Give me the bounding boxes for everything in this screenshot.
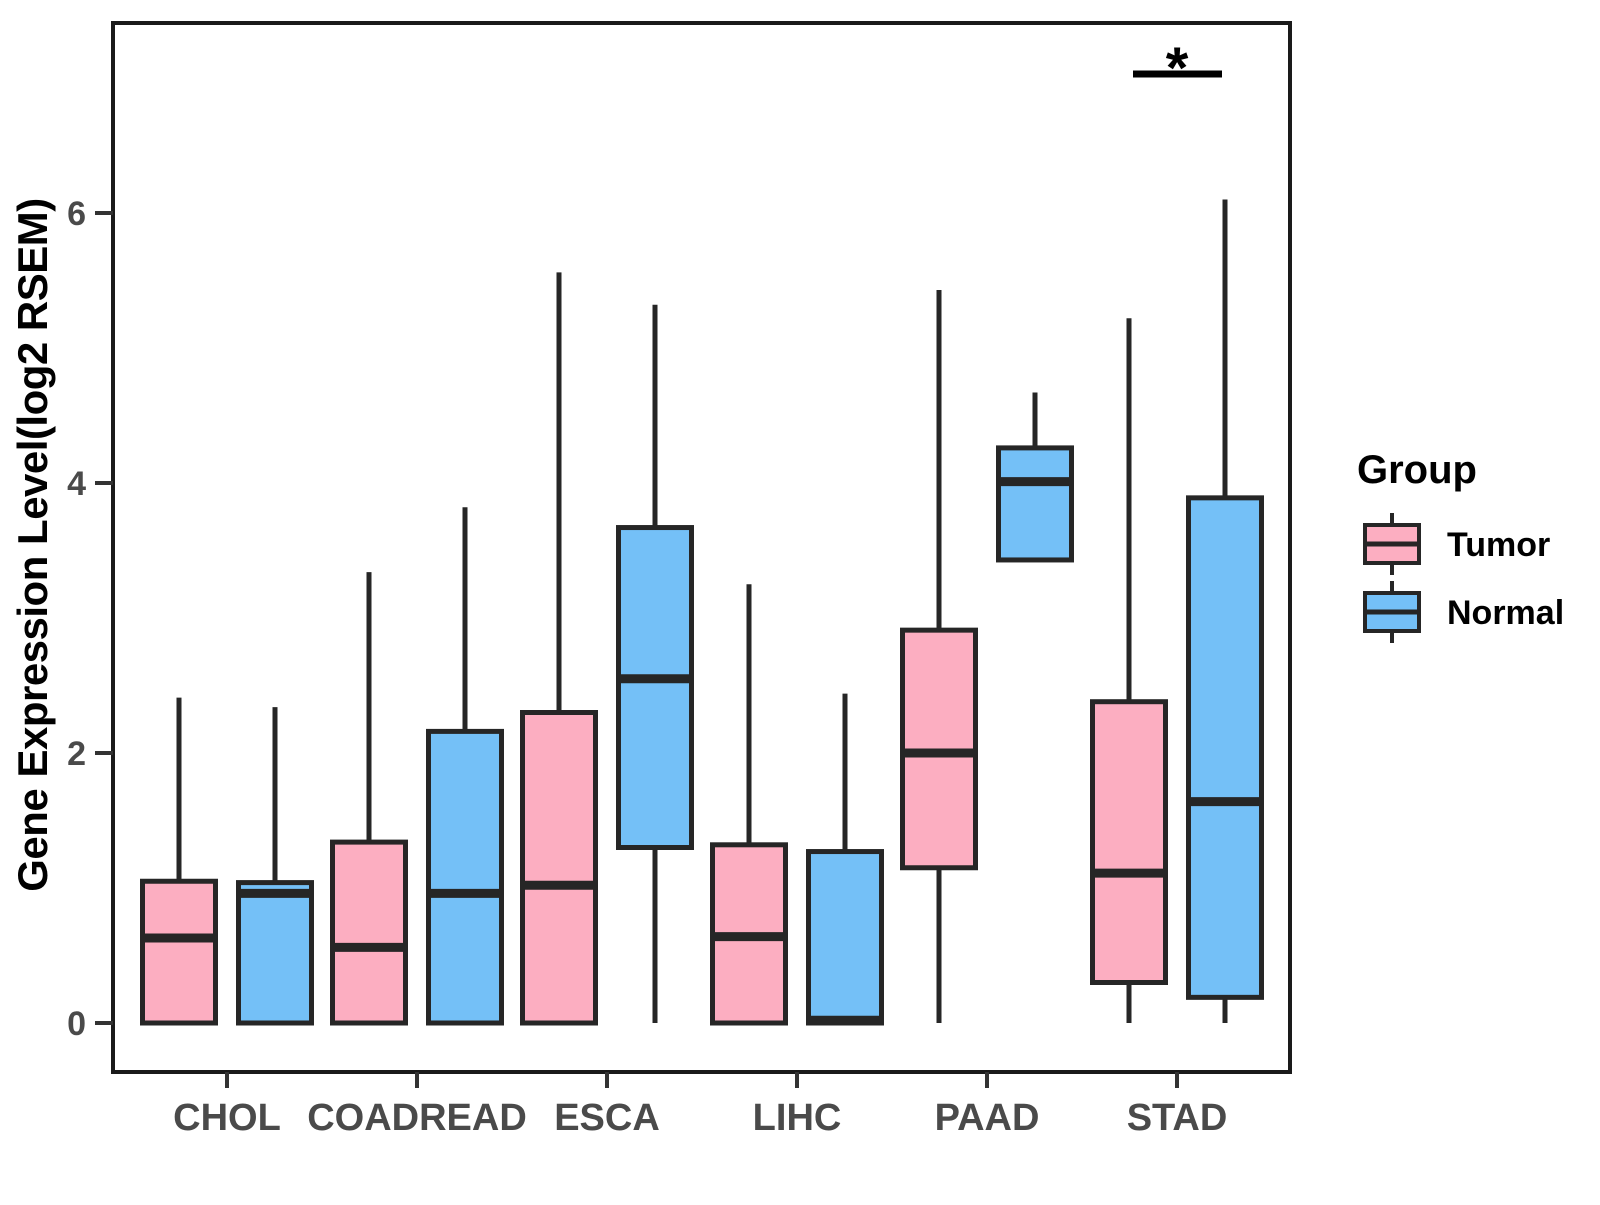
box-STAD-Tumor: [1090, 699, 1168, 985]
x-category-label: ESCA: [554, 1097, 660, 1139]
legend-label-normal: Normal: [1447, 594, 1564, 632]
box-CHOL-Normal: [236, 880, 314, 1026]
x-category-label: LIHC: [753, 1097, 842, 1139]
box-CHOL-Tumor: [140, 878, 218, 1026]
x-category-label: CHOL: [173, 1097, 281, 1139]
box-STAD-Normal: [1186, 495, 1264, 1000]
legend-item-tumor: Tumor: [1363, 513, 1550, 575]
x-category-label: PAAD: [935, 1097, 1040, 1139]
box-PAAD-Normal: [996, 445, 1074, 563]
y-tick-label: 6: [67, 195, 86, 233]
y-tick-label: 2: [67, 735, 86, 773]
plot-area: 0 2 4 6 CHOL COADREAD ESCA LIHC PAAD STAD: [67, 21, 1292, 1139]
plot-panel: [111, 21, 1292, 1074]
y-axis-title: Gene Expression Level(log2 RSEM): [9, 198, 56, 892]
box-COADREAD-Normal: [426, 728, 504, 1026]
box-ESCA-Normal: [616, 525, 694, 850]
box-LIHC-Normal: [806, 849, 884, 1026]
legend-item-normal: Normal: [1363, 581, 1564, 643]
significance-star-label: *: [1166, 36, 1189, 101]
box-ESCA-Tumor: [520, 710, 598, 1026]
x-category-label: STAD: [1127, 1097, 1228, 1139]
x-category-label: COADREAD: [307, 1097, 527, 1139]
legend: Group Tumor Normal: [1357, 448, 1564, 643]
significance-annotation: *: [1133, 36, 1222, 101]
legend-label-tumor: Tumor: [1447, 526, 1550, 564]
y-tick-label: 0: [67, 1005, 86, 1043]
box-COADREAD-Tumor: [330, 839, 408, 1026]
legend-title: Group: [1357, 448, 1477, 492]
tumor-boxplot-key-icon: [1363, 513, 1421, 575]
y-tick-label: 4: [67, 465, 86, 503]
normal-boxplot-key-icon: [1363, 581, 1421, 643]
